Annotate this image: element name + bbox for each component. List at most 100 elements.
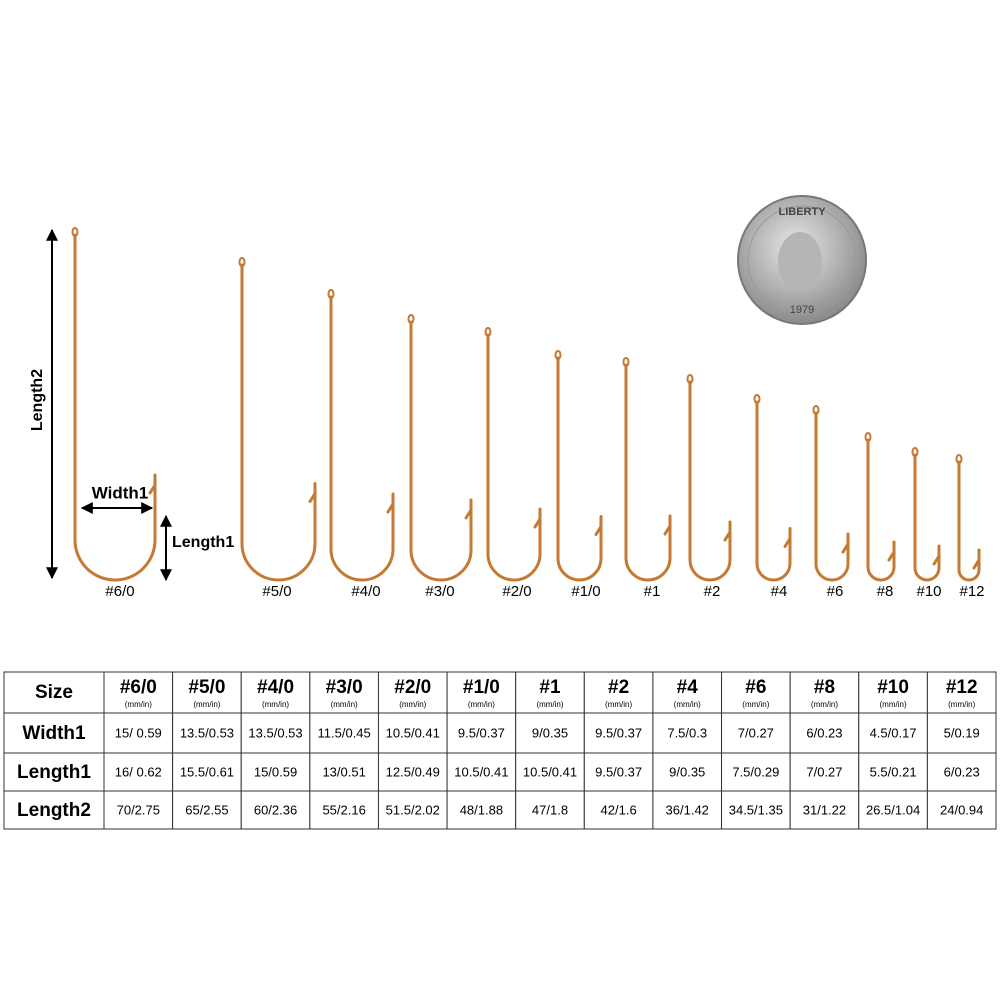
hook-label: #4: [771, 583, 788, 600]
coin-year: 1979: [790, 304, 814, 316]
value-cell: 6/0.23: [806, 725, 842, 740]
value-cell: 13/0.51: [322, 764, 365, 779]
value-cell: 51.5/2.02: [386, 802, 440, 817]
hook: [240, 263, 317, 582]
table-cell: [583, 671, 654, 714]
value-cell: 42/1.6: [601, 802, 637, 817]
unit-label: (mm/in): [948, 700, 975, 709]
table-cell: [103, 790, 174, 830]
value-cell: 10.5/0.41: [386, 725, 440, 740]
table-cell: [515, 752, 585, 792]
value-cell: 9.5/0.37: [595, 725, 642, 740]
unit-label: (mm/in): [468, 700, 495, 709]
value-cell: 5/0.19: [944, 725, 980, 740]
length2-label: Length2: [29, 369, 46, 431]
value-cell: 34.5/1.35: [729, 802, 783, 817]
table-cell: [926, 712, 997, 754]
table-cell: [926, 752, 997, 792]
row-label: Length1: [17, 762, 91, 783]
table-cell: [377, 752, 448, 792]
table-cell: [515, 671, 585, 714]
table-cell: [309, 790, 379, 830]
table-cell: [377, 671, 448, 714]
hook: [329, 295, 395, 582]
hook-label: #10: [916, 583, 941, 600]
table-cell: [446, 752, 517, 792]
header-cell: #3/0: [326, 677, 363, 698]
coin-rim: [747, 205, 857, 315]
value-cell: 16/ 0.62: [115, 764, 162, 779]
hooks: #6/0 #5/0 #4/0 #3/0 #2/0 #1/0 #1 #2 #4 #6 #8 #10 #12: [71, 227, 985, 600]
hook-label: #6: [827, 583, 844, 600]
value-cell: 15/ 0.59: [115, 725, 162, 740]
value-cell: 31/1.22: [803, 802, 846, 817]
table-cell: [652, 790, 723, 830]
header-cell: #2/0: [394, 677, 431, 698]
value-cell: 6/0.23: [944, 764, 980, 779]
unit-label: (mm/in): [262, 700, 289, 709]
hook: [486, 333, 542, 582]
value-cell: 12.5/0.49: [386, 764, 440, 779]
hook: [688, 380, 732, 582]
hook-label: #12: [959, 583, 984, 600]
table-cell: [309, 712, 379, 754]
header-cell: Size: [35, 682, 73, 703]
table-cell: [789, 752, 860, 792]
table-cell: [721, 790, 791, 830]
value-cell: 7.5/0.29: [732, 764, 779, 779]
header-cell: #8: [814, 677, 835, 698]
table-cell: [172, 671, 242, 714]
header-cell: #1: [539, 677, 561, 698]
table-cell: [652, 752, 723, 792]
row-label: Length2: [17, 800, 91, 821]
value-cell: 36/1.42: [666, 802, 709, 817]
table-cell: [515, 712, 585, 754]
hook-label: #5/0: [262, 583, 291, 600]
table-cell: [446, 790, 517, 830]
hook-label: #8: [877, 583, 894, 600]
hook: [866, 438, 896, 582]
value-cell: 13.5/0.53: [180, 725, 234, 740]
table-cell: [858, 671, 928, 714]
hook: [814, 411, 850, 582]
size-table: Size #6/0 (mm/in) #5/0 (mm/in) #4/0 (mm/in) #3/…: [3, 671, 997, 830]
header-cell: #6: [745, 677, 766, 698]
hook-eye: [753, 394, 761, 404]
hook-eye: [484, 327, 492, 337]
value-cell: 55/2.16: [322, 802, 365, 817]
unit-label: (mm/in): [811, 700, 838, 709]
table-cell: [926, 671, 997, 714]
unit-label: (mm/in): [536, 700, 563, 709]
hook-eye: [622, 357, 630, 367]
hook-eye: [812, 405, 820, 415]
value-cell: 48/1.88: [460, 802, 503, 817]
value-cell: 60/2.36: [254, 802, 297, 817]
hook: [755, 400, 792, 582]
unit-label: (mm/in): [674, 700, 701, 709]
table-cell: [103, 671, 174, 714]
table-cell: [3, 671, 105, 714]
coin-portrait: [778, 232, 822, 292]
header-cell: #12: [946, 677, 978, 698]
value-cell: 10.5/0.41: [523, 764, 577, 779]
table-cell: [858, 790, 928, 830]
value-cell: 7/0.27: [738, 725, 774, 740]
hook-label: #1/0: [571, 583, 600, 600]
unit-label: (mm/in): [880, 700, 907, 709]
table-cell: [309, 671, 379, 714]
table-cell: [240, 752, 311, 792]
header-cell: #1/0: [463, 677, 500, 698]
value-cell: 7.5/0.3: [667, 725, 707, 740]
value-cell: 9.5/0.37: [595, 764, 642, 779]
table-cell: [721, 752, 791, 792]
table-cell: [583, 790, 654, 830]
width1-label: Width1: [92, 483, 149, 502]
table-cell: [240, 790, 311, 830]
table-cell: [3, 712, 105, 754]
value-cell: 15.5/0.61: [180, 764, 234, 779]
hook-eye: [71, 227, 79, 237]
unit-label: (mm/in): [742, 700, 769, 709]
value-cell: 9.5/0.37: [458, 725, 505, 740]
value-cell: 24/0.94: [940, 802, 983, 817]
